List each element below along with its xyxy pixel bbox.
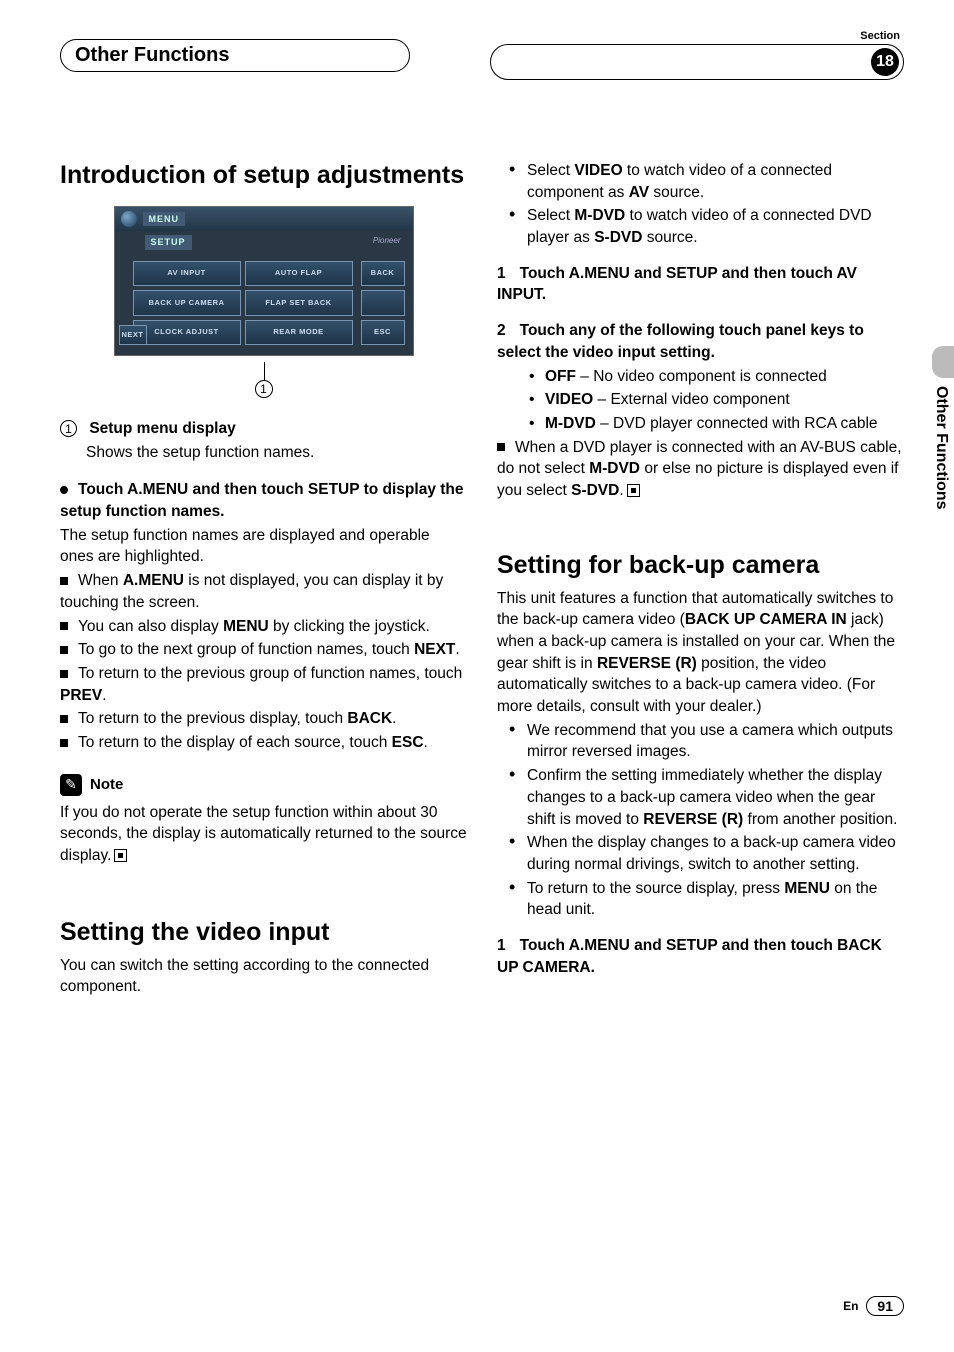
- heading-backup-camera: Setting for back-up camera: [497, 550, 904, 580]
- section-badge-pill: 18: [490, 44, 904, 80]
- ss-side: BACK ESC: [361, 261, 405, 345]
- ss-btn: FLAP SET BACK: [245, 290, 353, 315]
- lead-instruction: Touch A.MENU and then touch SETUP to dis…: [60, 479, 467, 522]
- callout-number: 1: [255, 380, 273, 398]
- sidebar-tab: Other Functions: [924, 380, 954, 580]
- bullet: To return to the display of each source,…: [60, 732, 467, 754]
- heading-intro: Introduction of setup adjustments: [60, 160, 467, 190]
- page-footer: En 91: [843, 1296, 904, 1316]
- left-column: Introduction of setup adjustments MENU S…: [60, 160, 467, 1000]
- bullet: To return to the previous display, touch…: [60, 708, 467, 730]
- content-columns: Introduction of setup adjustments MENU S…: [60, 160, 904, 1000]
- square-bullet-icon: [60, 715, 68, 723]
- option-list: OFF – No video component is connected VI…: [497, 366, 904, 435]
- page-header: Other Functions Section 18: [60, 30, 904, 80]
- circle-number: 1: [60, 420, 77, 437]
- lead-after: The setup function names are displayed a…: [60, 525, 467, 568]
- ss-btn: REAR MODE: [245, 320, 353, 345]
- step-2: 2Touch any of the following touch panel …: [497, 320, 904, 363]
- footer-lang: En: [843, 1299, 858, 1313]
- square-bullet-icon: [60, 646, 68, 654]
- ss-btn: AUTO FLAP: [245, 261, 353, 286]
- list-item: We recommend that you use a camera which…: [527, 720, 904, 763]
- header-right: Section 18: [490, 30, 904, 80]
- list-item: M-DVD – DVD player connected with RCA ca…: [545, 413, 904, 435]
- end-section-icon: [627, 484, 640, 497]
- warning: When a DVD player is connected with an A…: [497, 437, 904, 502]
- end-section-icon: [114, 849, 127, 862]
- header-title: Other Functions: [75, 44, 229, 66]
- bullet: To return to the previous group of funct…: [60, 663, 467, 706]
- lead-dot-icon: [60, 486, 68, 494]
- page-number-badge: 91: [866, 1296, 904, 1316]
- note-label: Note: [90, 774, 123, 795]
- ss-brand: Pioneer: [373, 235, 401, 246]
- square-bullet-icon: [60, 622, 68, 630]
- ss-side-btn: BACK: [361, 261, 405, 286]
- backup-desc: This unit features a function that autom…: [497, 588, 904, 718]
- heading-video-input: Setting the video input: [60, 917, 467, 947]
- ss-btn: AV INPUT: [133, 261, 241, 286]
- globe-icon: [121, 211, 137, 227]
- ss-button-grid: AV INPUT AUTO FLAP BACK UP CAMERA FLAP S…: [133, 261, 353, 345]
- square-bullet-icon: [60, 739, 68, 747]
- video-input-desc: You can switch the setting according to …: [60, 955, 467, 998]
- pencil-icon: ✎: [60, 774, 82, 796]
- list-item: Select VIDEO to watch video of a connect…: [527, 160, 904, 203]
- setup-menu-screenshot: MENU SETUP Pioneer AV INPUT AUTO FLAP BA…: [114, 206, 414, 356]
- note-header: ✎ Note: [60, 774, 467, 796]
- screenshot-callout: 1: [114, 362, 414, 402]
- list-item: When the display changes to a back-up ca…: [527, 832, 904, 875]
- square-bullet-icon: [60, 577, 68, 585]
- ss-btn: CLOCK ADJUST: [133, 320, 241, 345]
- lead-text: Touch A.MENU and then touch SETUP to dis…: [60, 481, 464, 520]
- list-item: OFF – No video component is connected: [545, 366, 904, 388]
- item-title: Setup menu display: [89, 420, 235, 437]
- section-label: Section: [860, 30, 904, 42]
- bullet: To go to the next group of function name…: [60, 639, 467, 661]
- ss-menu-label: MENU: [143, 212, 186, 227]
- callout-line: [264, 362, 265, 380]
- list-item: Confirm the setting immediately whether …: [527, 765, 904, 830]
- ss-setup-label: SETUP: [145, 235, 192, 250]
- square-bullet-icon: [60, 670, 68, 678]
- item-row: 1 Setup menu display: [60, 418, 467, 440]
- ss-next-btn: NEXT: [119, 325, 147, 345]
- header-title-pill: Other Functions: [60, 39, 410, 72]
- list-item: To return to the source display, press M…: [527, 878, 904, 921]
- bullet: You can also display MENU by clicking th…: [60, 616, 467, 638]
- backup-bullets: We recommend that you use a camera which…: [497, 720, 904, 921]
- step-backup-1: 1Touch A.MENU and SETUP and then touch B…: [497, 935, 904, 978]
- list-item: Select M-DVD to watch video of a connect…: [527, 205, 904, 248]
- step-1: 1Touch A.MENU and SETUP and then touch A…: [497, 263, 904, 306]
- section-number-badge: 18: [871, 48, 899, 76]
- sidebar-grey-tab: [932, 346, 954, 378]
- note-text: If you do not operate the setup function…: [60, 802, 467, 867]
- right-column: Select VIDEO to watch video of a connect…: [497, 160, 904, 1000]
- ss-side-btn: ESC: [361, 320, 405, 345]
- item-desc: Shows the setup function names.: [86, 442, 467, 464]
- ss-btn: BACK UP CAMERA: [133, 290, 241, 315]
- square-bullet-icon: [497, 443, 505, 451]
- ss-side-btn: [361, 290, 405, 315]
- bullet: When A.MENU is not displayed, you can di…: [60, 570, 467, 613]
- header-left: Other Functions: [60, 39, 410, 72]
- list-item: VIDEO – External video component: [545, 389, 904, 411]
- sidebar-text: Other Functions: [932, 386, 950, 510]
- top-bullets: Select VIDEO to watch video of a connect…: [497, 160, 904, 249]
